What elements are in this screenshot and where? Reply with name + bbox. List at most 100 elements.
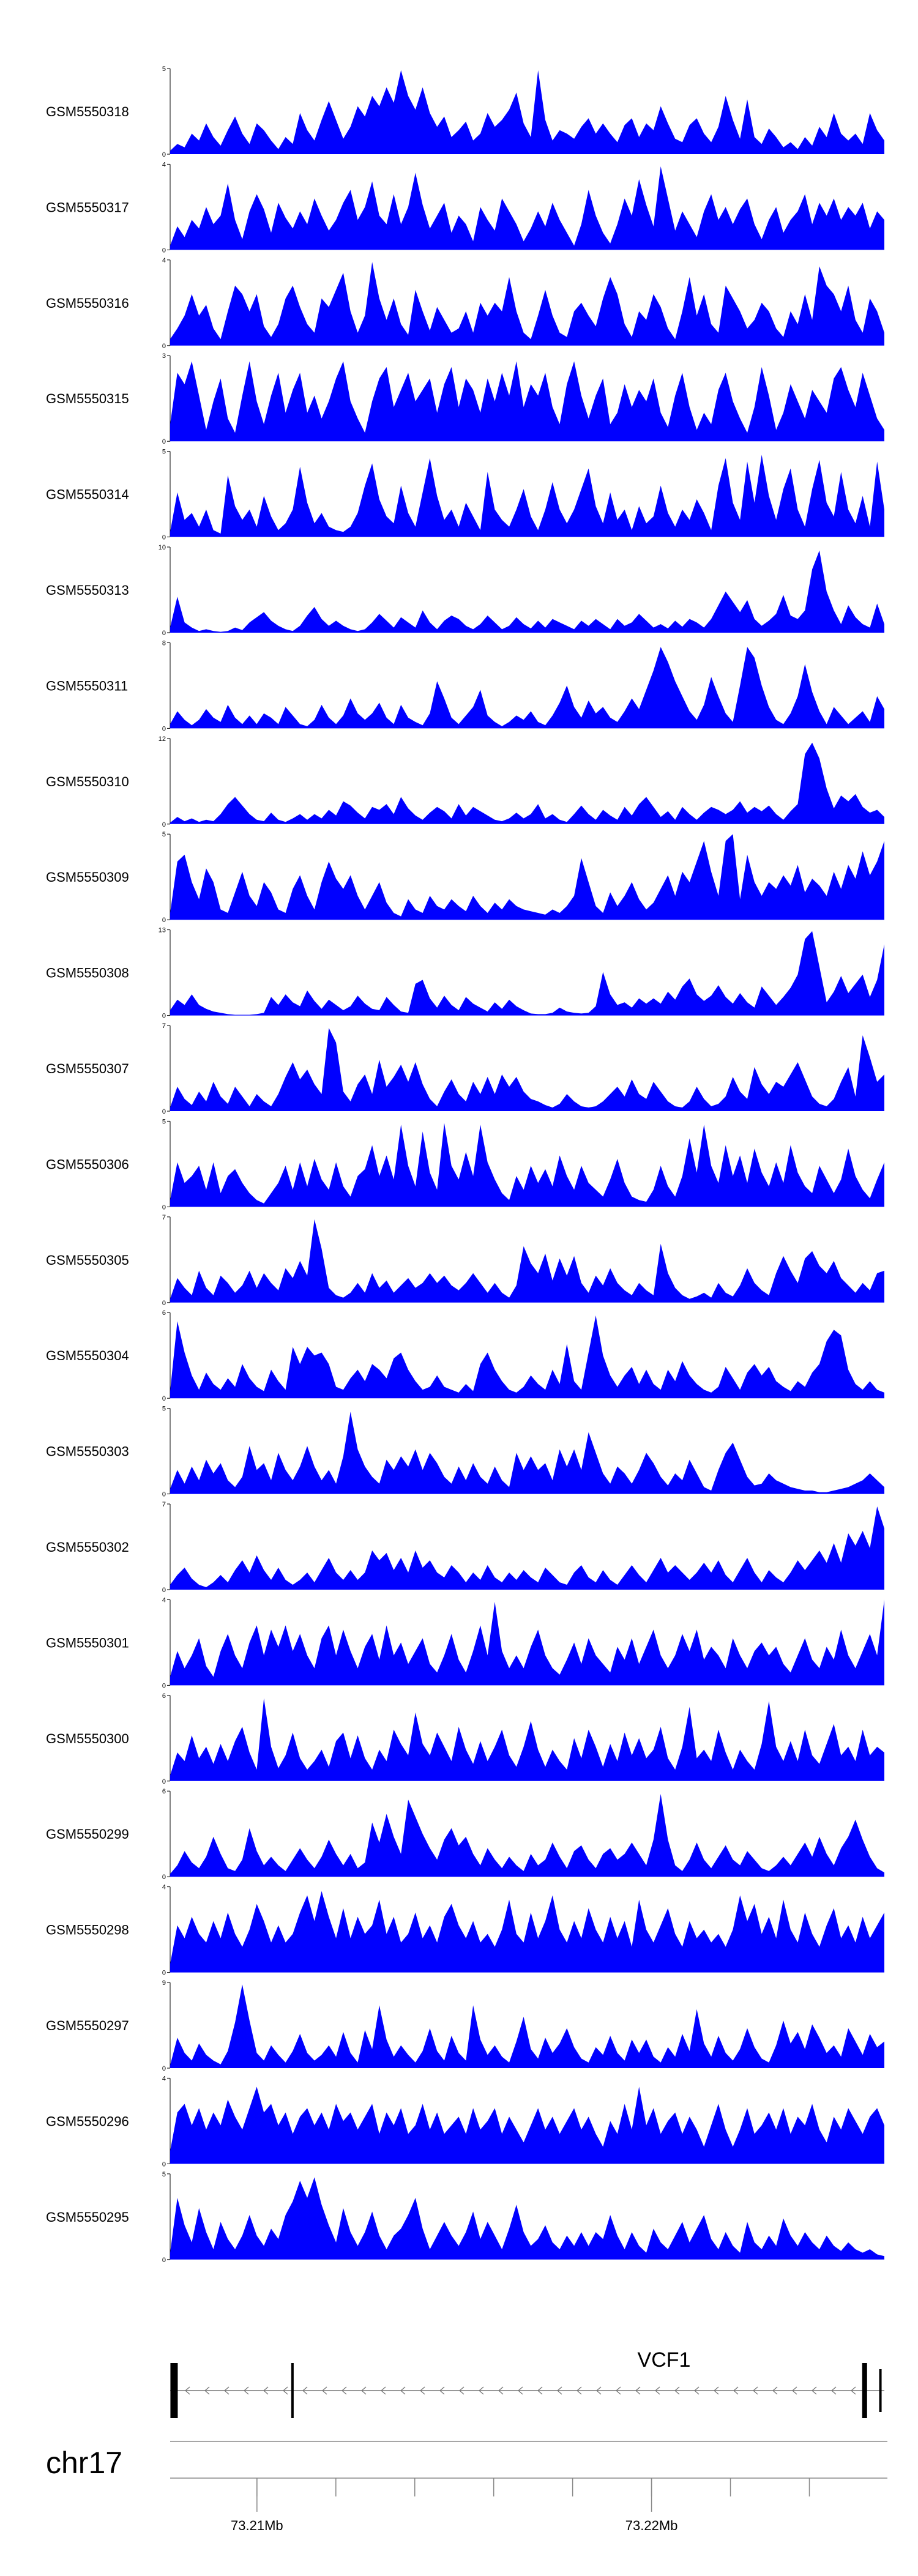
y-tick-label-max: 5 bbox=[162, 2171, 166, 2178]
strand-chevron bbox=[674, 2386, 680, 2395]
track-GSM5550311: GSM5550311 8 0 bbox=[46, 639, 884, 732]
track-label: GSM5550317 bbox=[46, 199, 129, 215]
y-tick-label-max: 9 bbox=[162, 1979, 166, 1987]
track-GSM5550302: GSM5550302 7 0 bbox=[46, 1501, 884, 1594]
track-label: GSM5550295 bbox=[46, 2209, 129, 2225]
coverage-area bbox=[170, 1219, 884, 1303]
y-tick-label-max: 4 bbox=[162, 161, 166, 168]
y-tick-label-max: 12 bbox=[159, 735, 166, 743]
track-label: GSM5550303 bbox=[46, 1444, 129, 1459]
gene-body bbox=[170, 2363, 884, 2418]
y-tick-label-max: 6 bbox=[162, 1788, 166, 1795]
track-label: GSM5550315 bbox=[46, 391, 129, 406]
y-tick-label-max: 3 bbox=[162, 352, 166, 360]
y-tick-label-min: 0 bbox=[162, 1300, 166, 1307]
exon-block bbox=[170, 2363, 178, 2418]
y-tick-label-min: 0 bbox=[162, 1778, 166, 1785]
track-label: GSM5550299 bbox=[46, 1826, 129, 1842]
genome-axis: 73.21Mb 73.22Mb bbox=[170, 2441, 887, 2533]
track-GSM5550313: GSM5550313 10 0 bbox=[46, 544, 884, 637]
track-GSM5550308: GSM5550308 13 0 bbox=[46, 927, 884, 1020]
y-tick-label-max: 5 bbox=[162, 449, 166, 456]
y-tick-label-max: 4 bbox=[162, 257, 166, 264]
y-tick-label-min: 0 bbox=[162, 1874, 166, 1881]
y-tick-label-min: 0 bbox=[162, 438, 166, 445]
strand-chevron bbox=[557, 2386, 562, 2395]
y-tick-label-min: 0 bbox=[162, 2257, 166, 2264]
y-tick-label-max: 4 bbox=[162, 1884, 166, 1891]
y-tick-label-min: 0 bbox=[162, 917, 166, 924]
track-label: GSM5550307 bbox=[46, 1061, 129, 1076]
strand-chevron bbox=[694, 2386, 700, 2395]
y-tick-label-max: 4 bbox=[162, 1596, 166, 1604]
coverage-area bbox=[170, 1123, 884, 1207]
y-tick-label-min: 0 bbox=[162, 1108, 166, 1115]
track-label: GSM5550304 bbox=[46, 1348, 129, 1363]
track-label: GSM5550310 bbox=[46, 774, 129, 789]
track-GSM5550299: GSM5550299 6 0 bbox=[46, 1788, 884, 1881]
strand-chevron bbox=[204, 2386, 210, 2395]
coverage-area bbox=[170, 2086, 884, 2164]
strand-chevron bbox=[596, 2386, 602, 2395]
strand-chevron bbox=[420, 2386, 425, 2395]
strand-chevron bbox=[283, 2386, 288, 2395]
track-label: GSM5550316 bbox=[46, 296, 129, 311]
strand-chevron bbox=[733, 2386, 739, 2395]
track-label: GSM5550305 bbox=[46, 1253, 129, 1268]
coverage-area bbox=[170, 647, 884, 729]
coverage-area bbox=[170, 1506, 884, 1590]
track-GSM5550303: GSM5550303 5 0 bbox=[46, 1405, 884, 1498]
track-label: GSM5550302 bbox=[46, 1539, 129, 1555]
track-GSM5550305: GSM5550305 7 0 bbox=[46, 1214, 884, 1307]
strand-chevron bbox=[400, 2386, 406, 2395]
axis-coordinate-label: 73.21Mb bbox=[231, 2518, 283, 2533]
track-label: GSM5550297 bbox=[46, 2018, 129, 2033]
y-tick-label-max: 7 bbox=[162, 1214, 166, 1221]
track-label: GSM5550298 bbox=[46, 1923, 129, 1938]
coverage-area bbox=[170, 361, 884, 442]
strand-chevron bbox=[381, 2386, 386, 2395]
coverage-area bbox=[170, 262, 884, 346]
track-label: GSM5550313 bbox=[46, 583, 129, 598]
strand-chevron bbox=[185, 2386, 190, 2395]
strand-chevron bbox=[753, 2386, 758, 2395]
axis-coordinate-label: 73.22Mb bbox=[625, 2518, 678, 2533]
track-GSM5550309: GSM5550309 5 0 bbox=[46, 831, 884, 924]
track-label: GSM5550311 bbox=[46, 678, 128, 693]
coverage-area bbox=[170, 1028, 884, 1111]
track-GSM5550301: GSM5550301 4 0 bbox=[46, 1596, 884, 1689]
strand-chevron bbox=[302, 2386, 308, 2395]
strand-chevron bbox=[439, 2386, 445, 2395]
coverage-area bbox=[170, 550, 884, 633]
y-tick-label-min: 0 bbox=[162, 1013, 166, 1020]
track-GSM5550306: GSM5550306 5 0 bbox=[46, 1118, 884, 1211]
strand-chevron bbox=[616, 2386, 621, 2395]
strand-chevron bbox=[635, 2386, 641, 2395]
strand-chevron bbox=[772, 2386, 778, 2395]
y-tick-label-max: 4 bbox=[162, 2075, 166, 2082]
strand-chevron bbox=[714, 2386, 719, 2395]
strand-chevron bbox=[244, 2386, 249, 2395]
coverage-area bbox=[170, 1698, 884, 1781]
y-tick-label-min: 0 bbox=[162, 1204, 166, 1211]
coverage-area bbox=[170, 1891, 884, 1973]
track-label: GSM5550314 bbox=[46, 487, 129, 502]
y-tick-label-min: 0 bbox=[162, 821, 166, 828]
coverage-area bbox=[170, 1599, 884, 1686]
track-GSM5550316: GSM5550316 4 0 bbox=[46, 257, 884, 350]
y-tick-label-min: 0 bbox=[162, 1970, 166, 1977]
exon-block bbox=[862, 2363, 867, 2418]
y-tick-label-min: 0 bbox=[162, 1491, 166, 1498]
strand-chevron bbox=[322, 2386, 327, 2395]
track-label: GSM5550296 bbox=[46, 2113, 129, 2129]
track-GSM5550317: GSM5550317 4 0 bbox=[46, 161, 884, 254]
y-tick-label-max: 5 bbox=[162, 1118, 166, 1125]
strand-chevron bbox=[537, 2386, 543, 2395]
y-tick-label-max: 5 bbox=[162, 831, 166, 838]
y-tick-label-min: 0 bbox=[162, 1682, 166, 1689]
y-tick-label-max: 5 bbox=[162, 1405, 166, 1413]
track-GSM5550314: GSM5550314 5 0 bbox=[46, 449, 884, 542]
coverage-area bbox=[170, 70, 884, 154]
track-GSM5550300: GSM5550300 6 0 bbox=[46, 1692, 884, 1785]
y-tick-label-max: 6 bbox=[162, 1692, 166, 1700]
